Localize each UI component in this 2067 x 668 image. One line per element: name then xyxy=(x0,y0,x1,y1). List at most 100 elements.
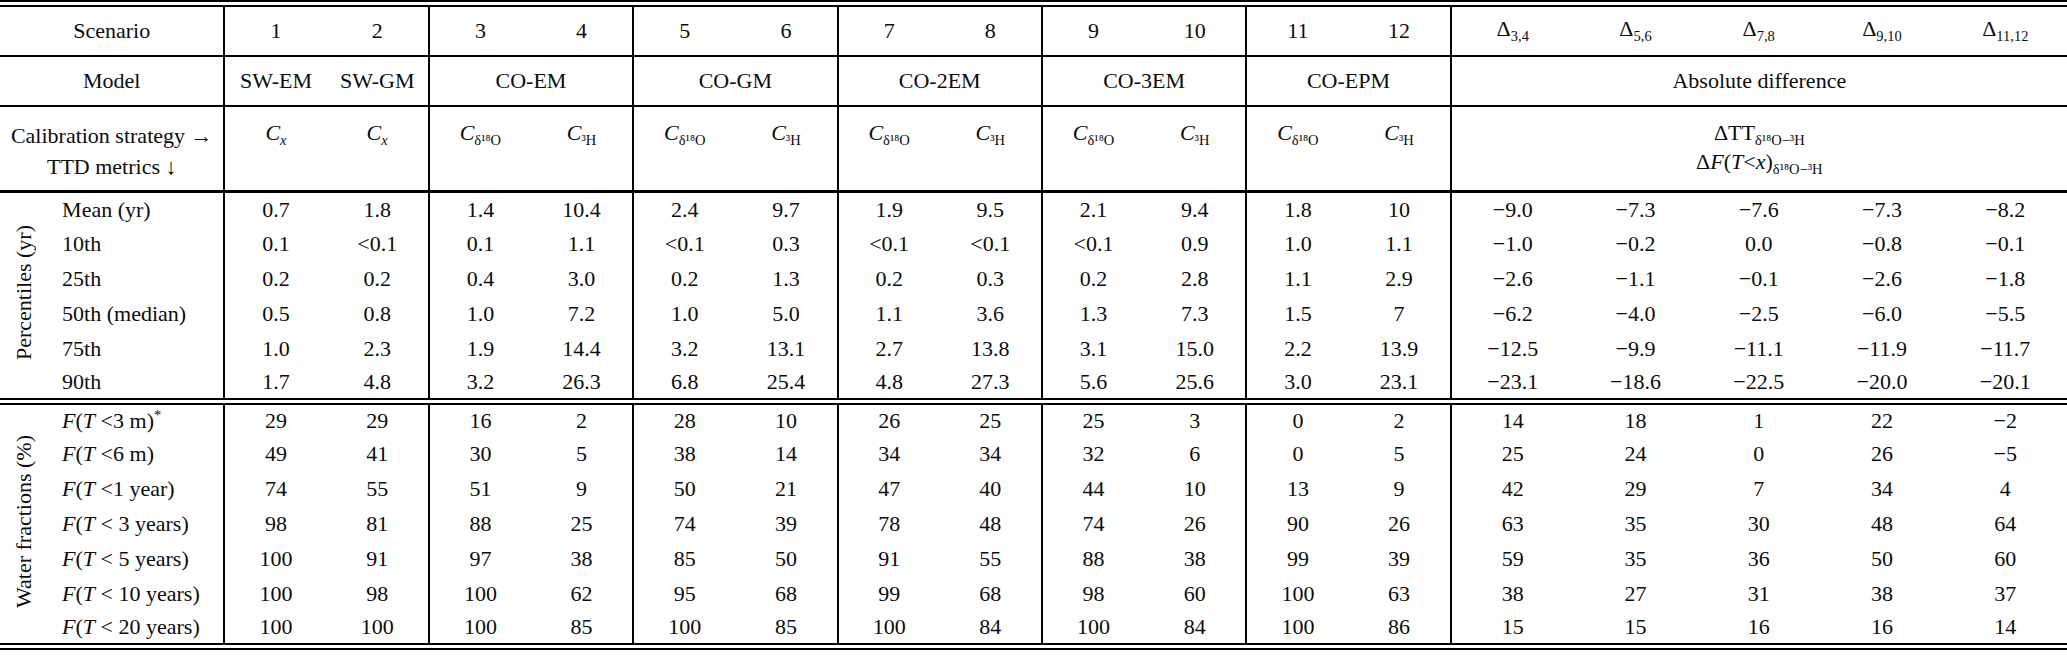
scenario-number-8: 8 xyxy=(940,4,1042,56)
absolute-difference-label: Absolute difference xyxy=(1451,56,2067,106)
paper-table-page: Scenario 123456789101112Δ3,4Δ5,6Δ7,8Δ9,1… xyxy=(0,0,2067,650)
value-cell: 34 xyxy=(838,437,940,472)
value-cell: 49 xyxy=(224,437,326,472)
delta-value-cell: −18.6 xyxy=(1574,367,1697,402)
delta-value-cell: 34 xyxy=(1820,472,1943,507)
scenario-label: Scenario xyxy=(0,4,224,56)
value-cell: 1.9 xyxy=(429,332,531,367)
scenario-number-3: 3 xyxy=(429,4,531,56)
delta-value-cell: −11.7 xyxy=(1944,332,2067,367)
value-cell: 91 xyxy=(327,542,429,577)
table-row: F(T < 3 years)98818825743978487426902663… xyxy=(0,507,2067,542)
calibration-tracer: Cx xyxy=(327,106,429,192)
value-cell: 50 xyxy=(735,542,837,577)
model-header-row: Model SW-EMSW-GMCO-EMCO-GMCO-2EMCO-3EMCO… xyxy=(0,56,2067,106)
value-cell: 1.5 xyxy=(1246,297,1348,332)
value-cell: 3.6 xyxy=(940,297,1042,332)
delta-value-cell: 15 xyxy=(1574,612,1697,647)
value-cell: 2.2 xyxy=(1246,332,1348,367)
value-cell: 10.4 xyxy=(531,192,633,227)
value-cell: 81 xyxy=(327,507,429,542)
delta-value-cell: 60 xyxy=(1944,542,2067,577)
scenario-number-10: 10 xyxy=(1144,4,1246,56)
scenario-number-4: 4 xyxy=(531,4,633,56)
value-cell: 86 xyxy=(1348,612,1450,647)
value-cell: 0.2 xyxy=(224,262,326,297)
delta-column-header: Δ5,6 xyxy=(1574,4,1697,56)
percentiles-section: Percentiles (yr)Mean (yr)0.71.81.410.42.… xyxy=(0,192,2067,402)
value-cell: 74 xyxy=(633,507,735,542)
value-cell: 99 xyxy=(1246,542,1348,577)
delta-value-cell: −0.1 xyxy=(1944,227,2067,262)
delta-value-cell: 16 xyxy=(1697,612,1820,647)
ttd-metrics-label: TTD metrics ↓ xyxy=(0,151,223,183)
value-cell: 1.0 xyxy=(224,332,326,367)
value-cell: 3 xyxy=(1144,402,1246,437)
delta-value-cell: −8.2 xyxy=(1944,192,2067,227)
value-cell: 25.4 xyxy=(735,367,837,402)
calibration-label-cell: Calibration strategy → TTD metrics ↓ xyxy=(0,106,224,192)
value-cell: 38 xyxy=(1144,542,1246,577)
row-label: F(T < 10 years) xyxy=(48,577,224,612)
value-cell: 0.7 xyxy=(224,192,326,227)
value-cell: 0 xyxy=(1246,402,1348,437)
row-label: F(T < 3 years) xyxy=(48,507,224,542)
delta-value-cell: 4 xyxy=(1944,472,2067,507)
value-cell: <0.1 xyxy=(1042,227,1144,262)
row-label: Mean (yr) xyxy=(48,192,224,227)
value-cell: 2 xyxy=(531,402,633,437)
value-cell: 100 xyxy=(224,577,326,612)
value-cell: 0.8 xyxy=(327,297,429,332)
value-cell: 32 xyxy=(1042,437,1144,472)
value-cell: 29 xyxy=(224,402,326,437)
delta-value-cell: −5.5 xyxy=(1944,297,2067,332)
row-label: F(T < 20 years) xyxy=(48,612,224,647)
row-label: 50th (median) xyxy=(48,297,224,332)
value-cell: 0 xyxy=(1246,437,1348,472)
calibration-tracer: Cδ¹⁸O xyxy=(838,106,940,192)
value-cell: 13.8 xyxy=(940,332,1042,367)
value-cell: 85 xyxy=(531,612,633,647)
table-header: Scenario 123456789101112Δ3,4Δ5,6Δ7,8Δ9,1… xyxy=(0,4,2067,192)
row-label: 25th xyxy=(48,262,224,297)
value-cell: 3.0 xyxy=(531,262,633,297)
row-label: F(T <1 year) xyxy=(48,472,224,507)
value-cell: 14.4 xyxy=(531,332,633,367)
model-name: SW-GM xyxy=(327,56,429,106)
value-cell: 100 xyxy=(224,542,326,577)
delta-value-cell: 24 xyxy=(1574,437,1697,472)
delta-value-cell: −7.6 xyxy=(1697,192,1820,227)
value-cell: 55 xyxy=(327,472,429,507)
delta-value-cell: −0.8 xyxy=(1820,227,1943,262)
calibration-tracer: Cx xyxy=(224,106,326,192)
value-cell: 100 xyxy=(429,612,531,647)
value-cell: 25.6 xyxy=(1144,367,1246,402)
delta-value-cell: −5 xyxy=(1944,437,2067,472)
row-label: F(T < 5 years) xyxy=(48,542,224,577)
delta-value-cell: −1.1 xyxy=(1574,262,1697,297)
value-cell: 29 xyxy=(327,402,429,437)
delta-value-cell: −1.0 xyxy=(1451,227,1574,262)
delta-value-cell: 0.0 xyxy=(1697,227,1820,262)
value-cell: 14 xyxy=(735,437,837,472)
value-cell: 9 xyxy=(1348,472,1450,507)
value-cell: 51 xyxy=(429,472,531,507)
calibration-tracer: C³H xyxy=(735,106,837,192)
value-cell: 25 xyxy=(940,402,1042,437)
value-cell: 1.0 xyxy=(633,297,735,332)
calibration-strategy-label: Calibration strategy → xyxy=(0,120,223,152)
row-label: 10th xyxy=(48,227,224,262)
value-cell: 2.9 xyxy=(1348,262,1450,297)
value-cell: 0.9 xyxy=(1144,227,1246,262)
value-cell: 21 xyxy=(735,472,837,507)
value-cell: 34 xyxy=(940,437,1042,472)
scenario-number-12: 12 xyxy=(1348,4,1450,56)
delta-value-cell: −2.6 xyxy=(1820,262,1943,297)
value-cell: 7.3 xyxy=(1144,297,1246,332)
table-row: F(T < 10 years)1009810062956899689860100… xyxy=(0,577,2067,612)
model-name: SW-EM xyxy=(224,56,326,106)
table-row: Percentiles (yr)Mean (yr)0.71.81.410.42.… xyxy=(0,192,2067,227)
row-label: 75th xyxy=(48,332,224,367)
value-cell: 10 xyxy=(1348,192,1450,227)
value-cell: 88 xyxy=(1042,542,1144,577)
